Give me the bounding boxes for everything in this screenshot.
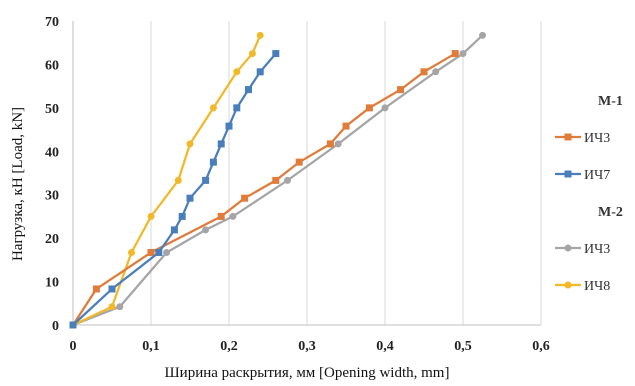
legend: М-1 ИЧ3 ИЧ7 М-2 ИЧ3 ИЧ8: [555, 94, 623, 294]
x-tick-label: 0,6: [532, 339, 550, 354]
data-point: [272, 176, 280, 184]
data-point: [186, 194, 194, 202]
data-point: [163, 248, 171, 256]
x-tick-label: 0,5: [454, 339, 472, 354]
series-line: [72, 34, 262, 327]
data-point: [170, 226, 178, 234]
data-point: [241, 194, 249, 202]
data-point: [108, 285, 116, 293]
data-point: [233, 104, 241, 112]
x-tick-label: 0,1: [142, 339, 160, 354]
data-point: [284, 176, 291, 184]
legend-item: ИЧ7: [555, 168, 610, 183]
legend-marker: [564, 133, 572, 141]
grid-lines: [150, 21, 542, 325]
y-tick-label: 20: [45, 232, 59, 247]
series-layer: [69, 31, 486, 329]
series-2: [69, 31, 486, 329]
data-point: [202, 226, 210, 234]
data-point: [342, 122, 350, 130]
data-point: [225, 122, 233, 130]
series-3: [69, 31, 264, 329]
legend-item: ИЧ8: [555, 279, 610, 294]
data-point: [334, 140, 342, 148]
data-point: [116, 303, 124, 311]
data-point: [451, 50, 459, 58]
series-1: [69, 50, 280, 329]
data-point: [229, 212, 237, 220]
data-point: [248, 50, 256, 58]
legend-marker: [564, 170, 572, 178]
data-point: [365, 104, 373, 112]
legend-item: ИЧ3: [555, 242, 610, 257]
data-point: [186, 140, 194, 148]
y-tick-label: 30: [45, 189, 59, 204]
data-point: [217, 140, 225, 148]
legend-marker: [564, 244, 572, 252]
x-tick-label: 0,3: [298, 339, 316, 354]
data-point: [432, 68, 440, 76]
y-tick-label: 40: [45, 145, 59, 160]
data-point: [420, 68, 428, 76]
data-point: [174, 176, 182, 184]
data-point: [326, 140, 334, 148]
data-point: [155, 248, 163, 256]
data-point: [295, 158, 303, 166]
legend-item: ИЧ3: [555, 131, 610, 146]
legend-marker: [564, 281, 572, 289]
data-point: [459, 50, 467, 58]
legend-label: ИЧ8: [584, 279, 610, 294]
legend-label: ИЧ3: [584, 242, 610, 257]
y-tick-label: 10: [45, 276, 59, 291]
data-point: [233, 68, 241, 76]
data-point: [479, 31, 486, 39]
data-point: [256, 68, 264, 76]
data-point: [202, 176, 210, 184]
data-point: [209, 158, 217, 166]
y-axis-title: Нагрузка, кН [Load, kN]: [10, 107, 26, 261]
data-point: [217, 212, 225, 220]
data-point: [69, 321, 77, 329]
x-tick-label: 0,2: [220, 339, 238, 354]
data-point: [178, 212, 186, 220]
data-point: [256, 31, 264, 39]
data-point: [147, 248, 155, 256]
series-line: [72, 52, 456, 326]
data-point: [381, 104, 389, 112]
data-point: [209, 104, 217, 112]
data-point: [108, 303, 116, 311]
tick-labels: 0 0,1 0,2 0,3 0,4 0,5 0,6 0 10 20 30 40 50 60 70: [45, 15, 550, 354]
legend-label: ИЧ3: [584, 131, 610, 146]
x-axis-title: Ширина раскрытия, мм [Opening width, mm]: [165, 365, 450, 381]
y-tick-label: 0: [52, 319, 59, 334]
y-tick-label: 50: [45, 102, 59, 117]
legend-group-label: М-2: [598, 205, 623, 220]
x-tick-label: 0,4: [376, 339, 394, 354]
data-point: [397, 86, 405, 94]
data-point: [245, 86, 252, 94]
legend-group-label: М-1: [598, 94, 623, 109]
axes: [72, 21, 541, 326]
series-0: [69, 50, 459, 329]
y-tick-label: 60: [45, 58, 59, 73]
data-point: [92, 285, 100, 293]
data-point: [147, 212, 155, 220]
data-point: [128, 248, 135, 256]
y-tick-label: 70: [45, 15, 59, 30]
data-point: [272, 50, 280, 58]
legend-label: ИЧ7: [584, 168, 610, 183]
x-tick-label: 0: [70, 339, 77, 354]
